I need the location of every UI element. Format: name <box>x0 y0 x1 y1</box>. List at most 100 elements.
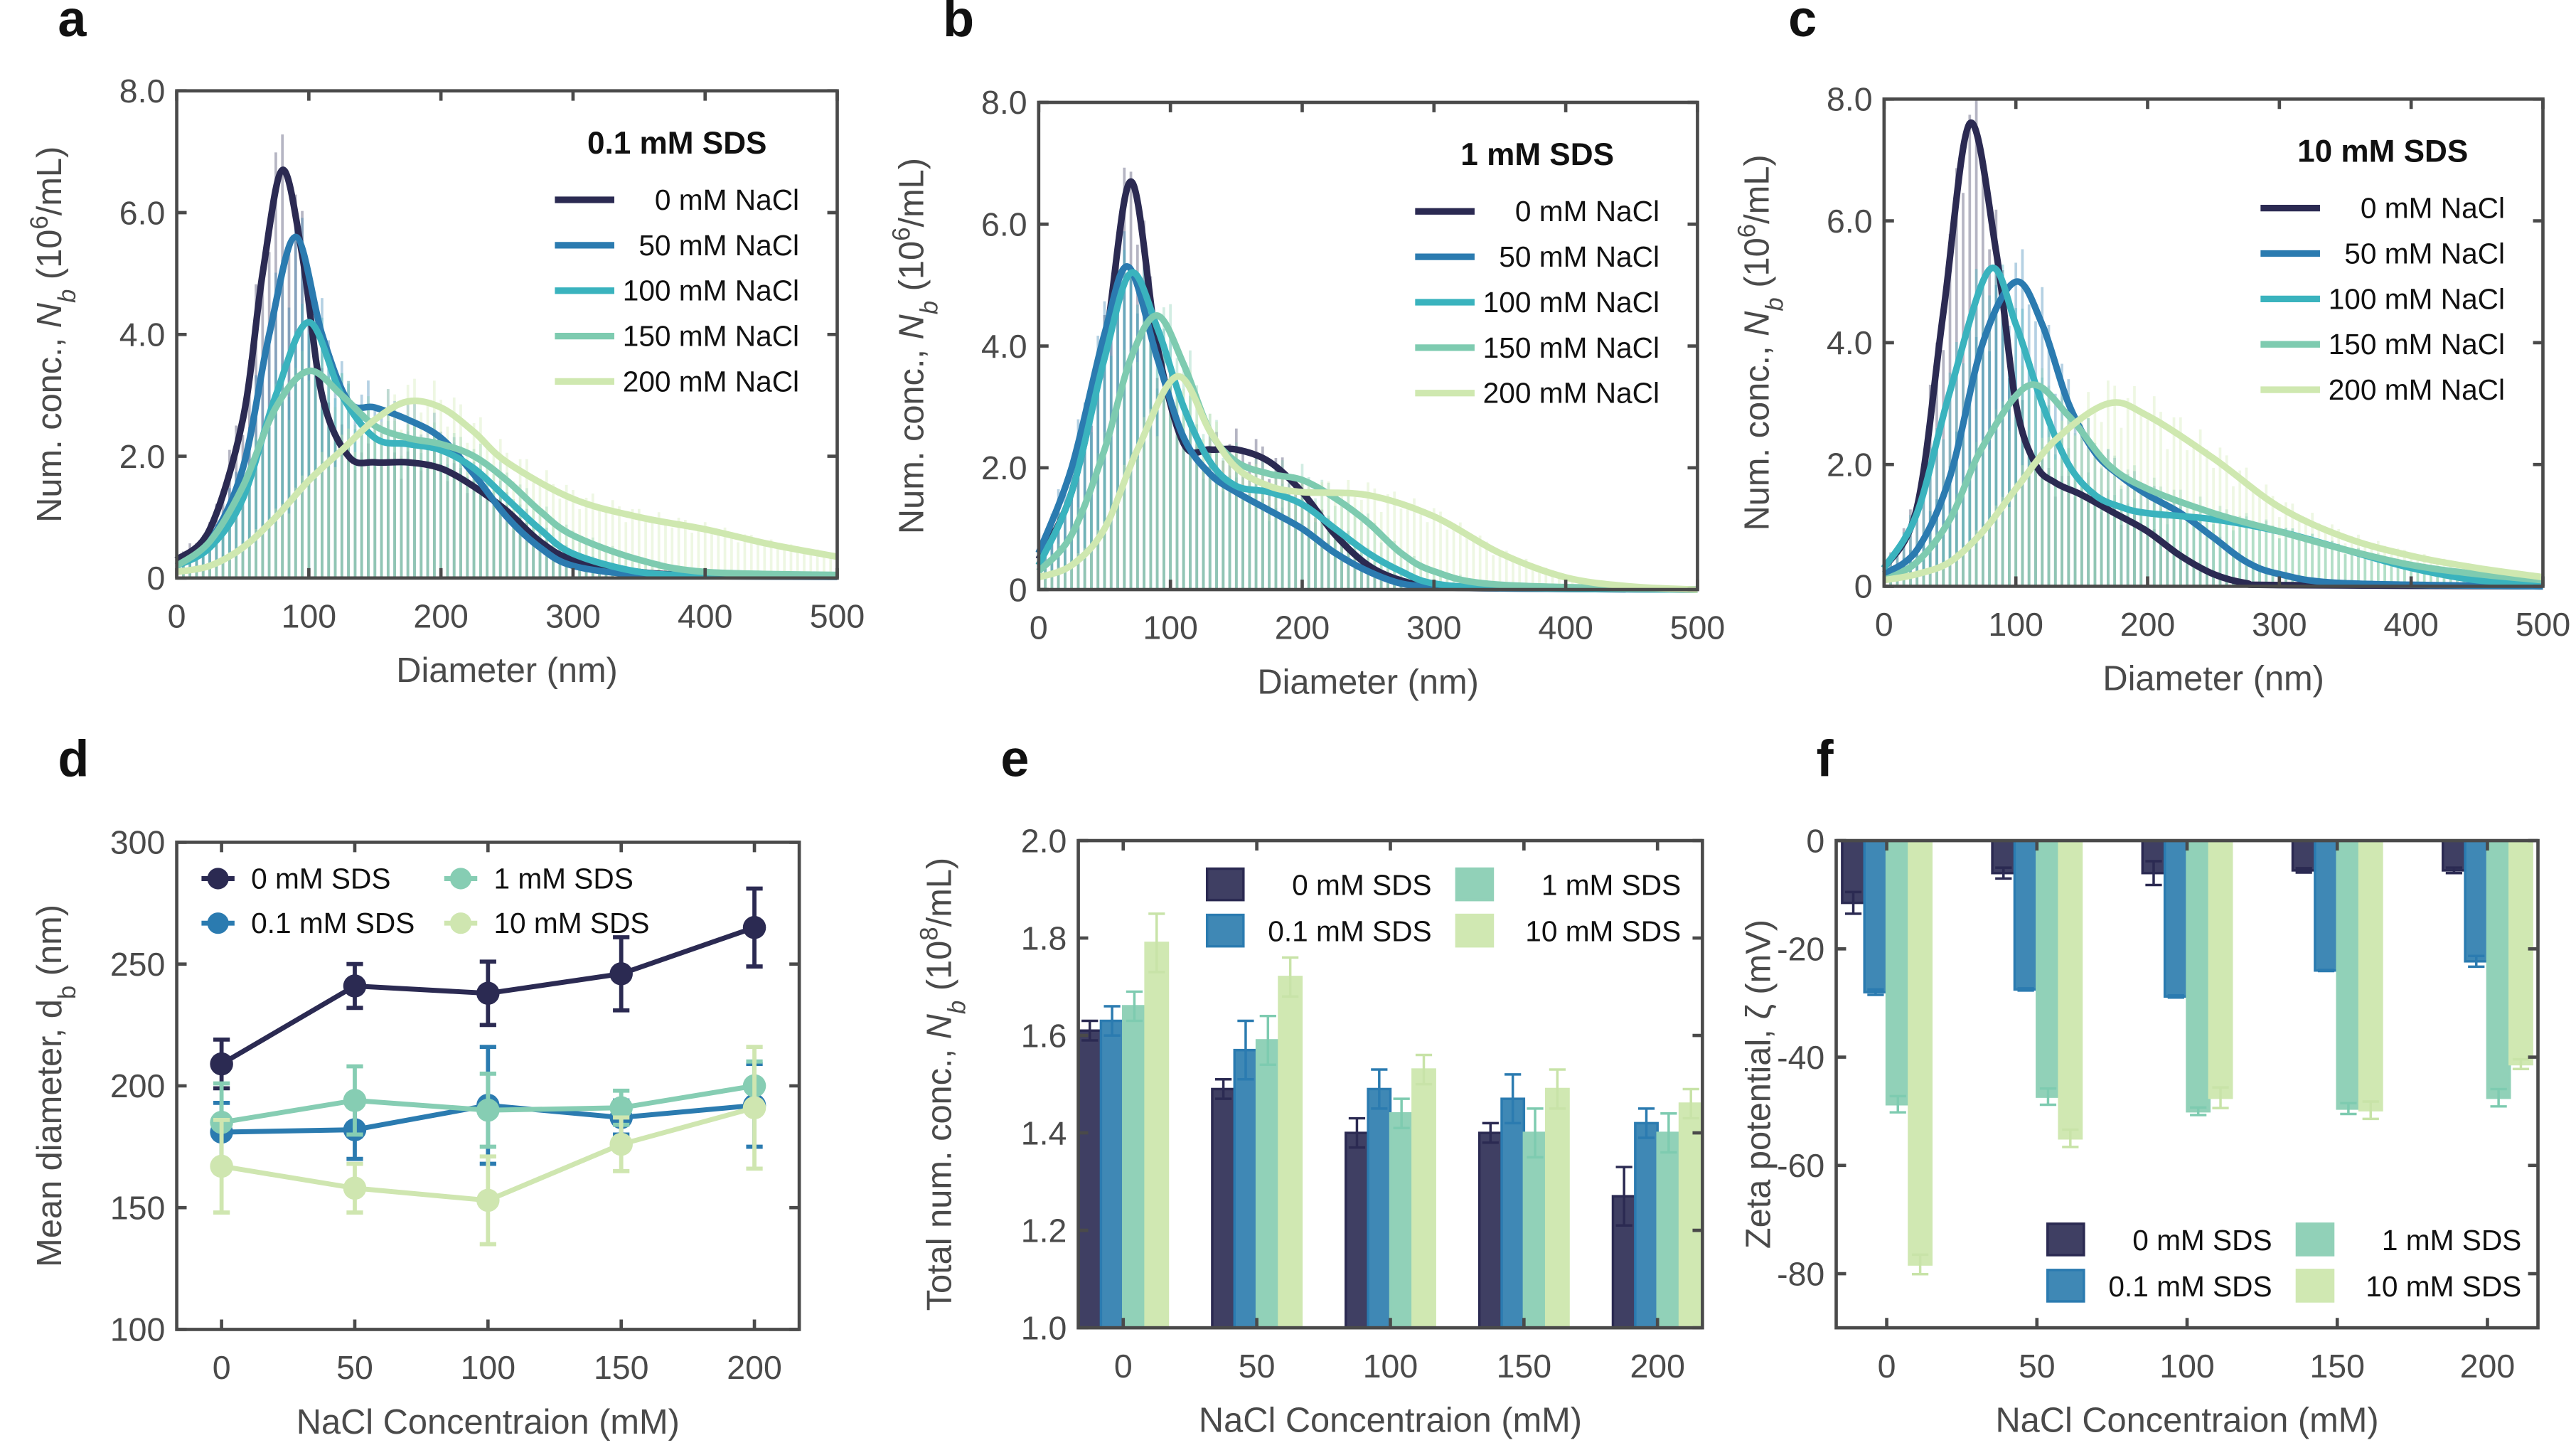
histogram-bar <box>1281 457 1284 590</box>
histogram-bar <box>228 488 231 578</box>
histogram-bar <box>796 546 799 578</box>
histogram-bar <box>1294 486 1298 590</box>
histogram-bar <box>803 553 806 578</box>
histogram-bar <box>1202 464 1205 590</box>
histogram-bar <box>1076 553 1080 590</box>
histogram-bar <box>2436 570 2439 587</box>
histogram-bar <box>1288 481 1290 590</box>
histogram-bar <box>2008 341 2011 587</box>
error-bar <box>2167 994 2184 999</box>
histogram-bar <box>2067 448 2070 587</box>
y-tick-label: 250 <box>110 946 165 983</box>
histogram-bar <box>1327 482 1330 590</box>
histogram-bar <box>413 427 416 578</box>
histogram-bar <box>1909 509 1912 587</box>
histogram-bar <box>525 523 528 578</box>
panel-label: c <box>1788 0 1817 48</box>
histogram-bar <box>2159 486 2162 587</box>
histogram-bar <box>2297 521 2301 587</box>
histogram-bar <box>400 479 403 578</box>
histogram-bar <box>2067 476 2070 587</box>
histogram-bar <box>2383 558 2386 587</box>
histogram-bar <box>406 425 410 578</box>
histogram-bar <box>1538 570 1541 590</box>
histogram-bar <box>1149 311 1153 590</box>
y-tick-label: 6.0 <box>1827 203 1873 240</box>
histogram-bar <box>1367 562 1369 590</box>
histogram-bar <box>1222 460 1225 590</box>
histogram-bar <box>1254 476 1258 590</box>
histogram-bar <box>2192 516 2196 587</box>
error-bar <box>2512 1057 2530 1071</box>
histogram-bar <box>2146 497 2149 587</box>
histogram-bar <box>452 437 456 578</box>
histogram-bar <box>261 436 264 578</box>
x-tick-label: 400 <box>2383 606 2438 643</box>
histogram-bar <box>2041 377 2044 587</box>
x-tick-label: 300 <box>2252 606 2307 643</box>
legend-entry: 150 mM NaCl <box>623 320 799 353</box>
y-tick-label: -40 <box>1777 1039 1824 1076</box>
legend-entry: 50 mM NaCl <box>1499 240 1660 273</box>
histogram-bar <box>333 467 337 578</box>
histogram-bar <box>307 334 311 578</box>
histogram-bar <box>393 452 396 578</box>
histogram-bar <box>1413 498 1416 590</box>
histogram-bar <box>367 380 370 578</box>
histogram-bar <box>294 206 297 578</box>
histogram-bar <box>2113 505 2117 587</box>
x-tick-label: 50 <box>2019 1348 2056 1385</box>
histogram-bar <box>1189 350 1192 590</box>
x-tick-label: 50 <box>336 1349 373 1386</box>
histogram-bar <box>235 471 238 578</box>
histogram-bar <box>1492 555 1495 590</box>
histogram-bar <box>2053 430 2057 587</box>
x-tick-label: 50 <box>1239 1348 1276 1385</box>
error-bar <box>1527 1107 1544 1159</box>
histogram-bar <box>2107 499 2110 587</box>
histogram-bar <box>1902 575 1906 587</box>
legend-entry: 0 mM SDS <box>251 862 390 895</box>
histogram-bar <box>201 545 205 578</box>
histogram-bar <box>1915 550 1919 587</box>
histogram-bar <box>512 481 515 578</box>
error-bar <box>2317 969 2335 973</box>
histogram-bar <box>2014 262 2018 587</box>
histogram-bar <box>2014 482 2018 587</box>
error-bar <box>2362 1100 2379 1121</box>
bar <box>1255 1039 1281 1329</box>
histogram-bar <box>2133 471 2136 587</box>
histogram-bar <box>1234 449 1238 590</box>
y-axis-label: Num. conc., Nb (106/mL) <box>887 158 943 534</box>
histogram-bar <box>235 488 238 578</box>
series-line <box>176 397 838 575</box>
histogram-bar <box>452 442 456 578</box>
x-tick-label: 500 <box>810 597 865 634</box>
histogram-bar <box>2186 522 2188 587</box>
histogram-bar <box>2350 549 2353 587</box>
histogram-bar <box>2172 489 2176 587</box>
error-bar <box>1637 1107 1655 1139</box>
histogram-bar <box>1090 410 1093 590</box>
legend-marker <box>449 868 472 890</box>
histogram-bar <box>2047 324 2051 587</box>
panel-c: c 0 100 200 300 400 500 0 2.0 4.0 6.0 8.0 Diameter (… <box>1733 0 2570 698</box>
histogram-bar <box>2324 547 2327 587</box>
histogram-bar <box>347 380 350 578</box>
histogram-bar <box>1175 392 1179 590</box>
panel-label: d <box>58 730 89 787</box>
histogram-bar <box>1320 482 1324 590</box>
histogram-bar <box>327 356 331 578</box>
histogram-bar <box>340 435 343 578</box>
histogram-bar <box>2080 493 2083 587</box>
histogram-bar <box>221 533 225 578</box>
series-line <box>1882 381 2543 584</box>
histogram-bar <box>353 452 357 578</box>
legend-entry: 0 mM NaCl <box>1515 195 1660 228</box>
histogram-bar <box>1426 522 1429 590</box>
histogram-bar <box>1143 303 1145 590</box>
histogram-bar <box>1994 209 1998 587</box>
bar <box>2358 839 2383 1112</box>
histogram-bar <box>2008 378 2011 587</box>
histogram-bar <box>1948 466 1952 587</box>
